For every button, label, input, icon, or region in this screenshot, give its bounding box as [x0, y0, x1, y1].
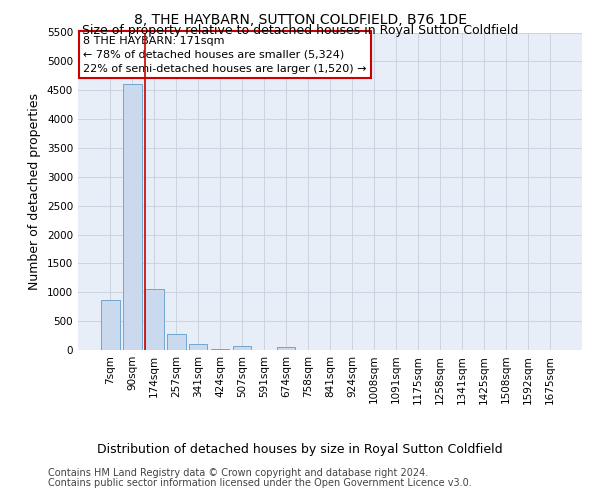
Text: 8 THE HAYBARN: 171sqm
← 78% of detached houses are smaller (5,324)
22% of semi-d: 8 THE HAYBARN: 171sqm ← 78% of detached … — [83, 36, 367, 74]
Bar — [145, 289, 164, 350]
Y-axis label: Number of detached properties: Number of detached properties — [28, 93, 41, 290]
Bar — [101, 300, 119, 350]
Bar — [211, 349, 229, 350]
Text: Contains public sector information licensed under the Open Government Licence v3: Contains public sector information licen… — [48, 478, 472, 488]
Bar — [123, 84, 142, 350]
Bar — [189, 344, 208, 350]
Text: 8, THE HAYBARN, SUTTON COLDFIELD, B76 1DE: 8, THE HAYBARN, SUTTON COLDFIELD, B76 1D… — [133, 12, 467, 26]
Bar — [167, 334, 185, 350]
Bar — [233, 346, 251, 350]
Text: Size of property relative to detached houses in Royal Sutton Coldfield: Size of property relative to detached ho… — [82, 24, 518, 37]
Text: Contains HM Land Registry data © Crown copyright and database right 2024.: Contains HM Land Registry data © Crown c… — [48, 468, 428, 477]
Bar — [277, 347, 295, 350]
Text: Distribution of detached houses by size in Royal Sutton Coldfield: Distribution of detached houses by size … — [97, 442, 503, 456]
